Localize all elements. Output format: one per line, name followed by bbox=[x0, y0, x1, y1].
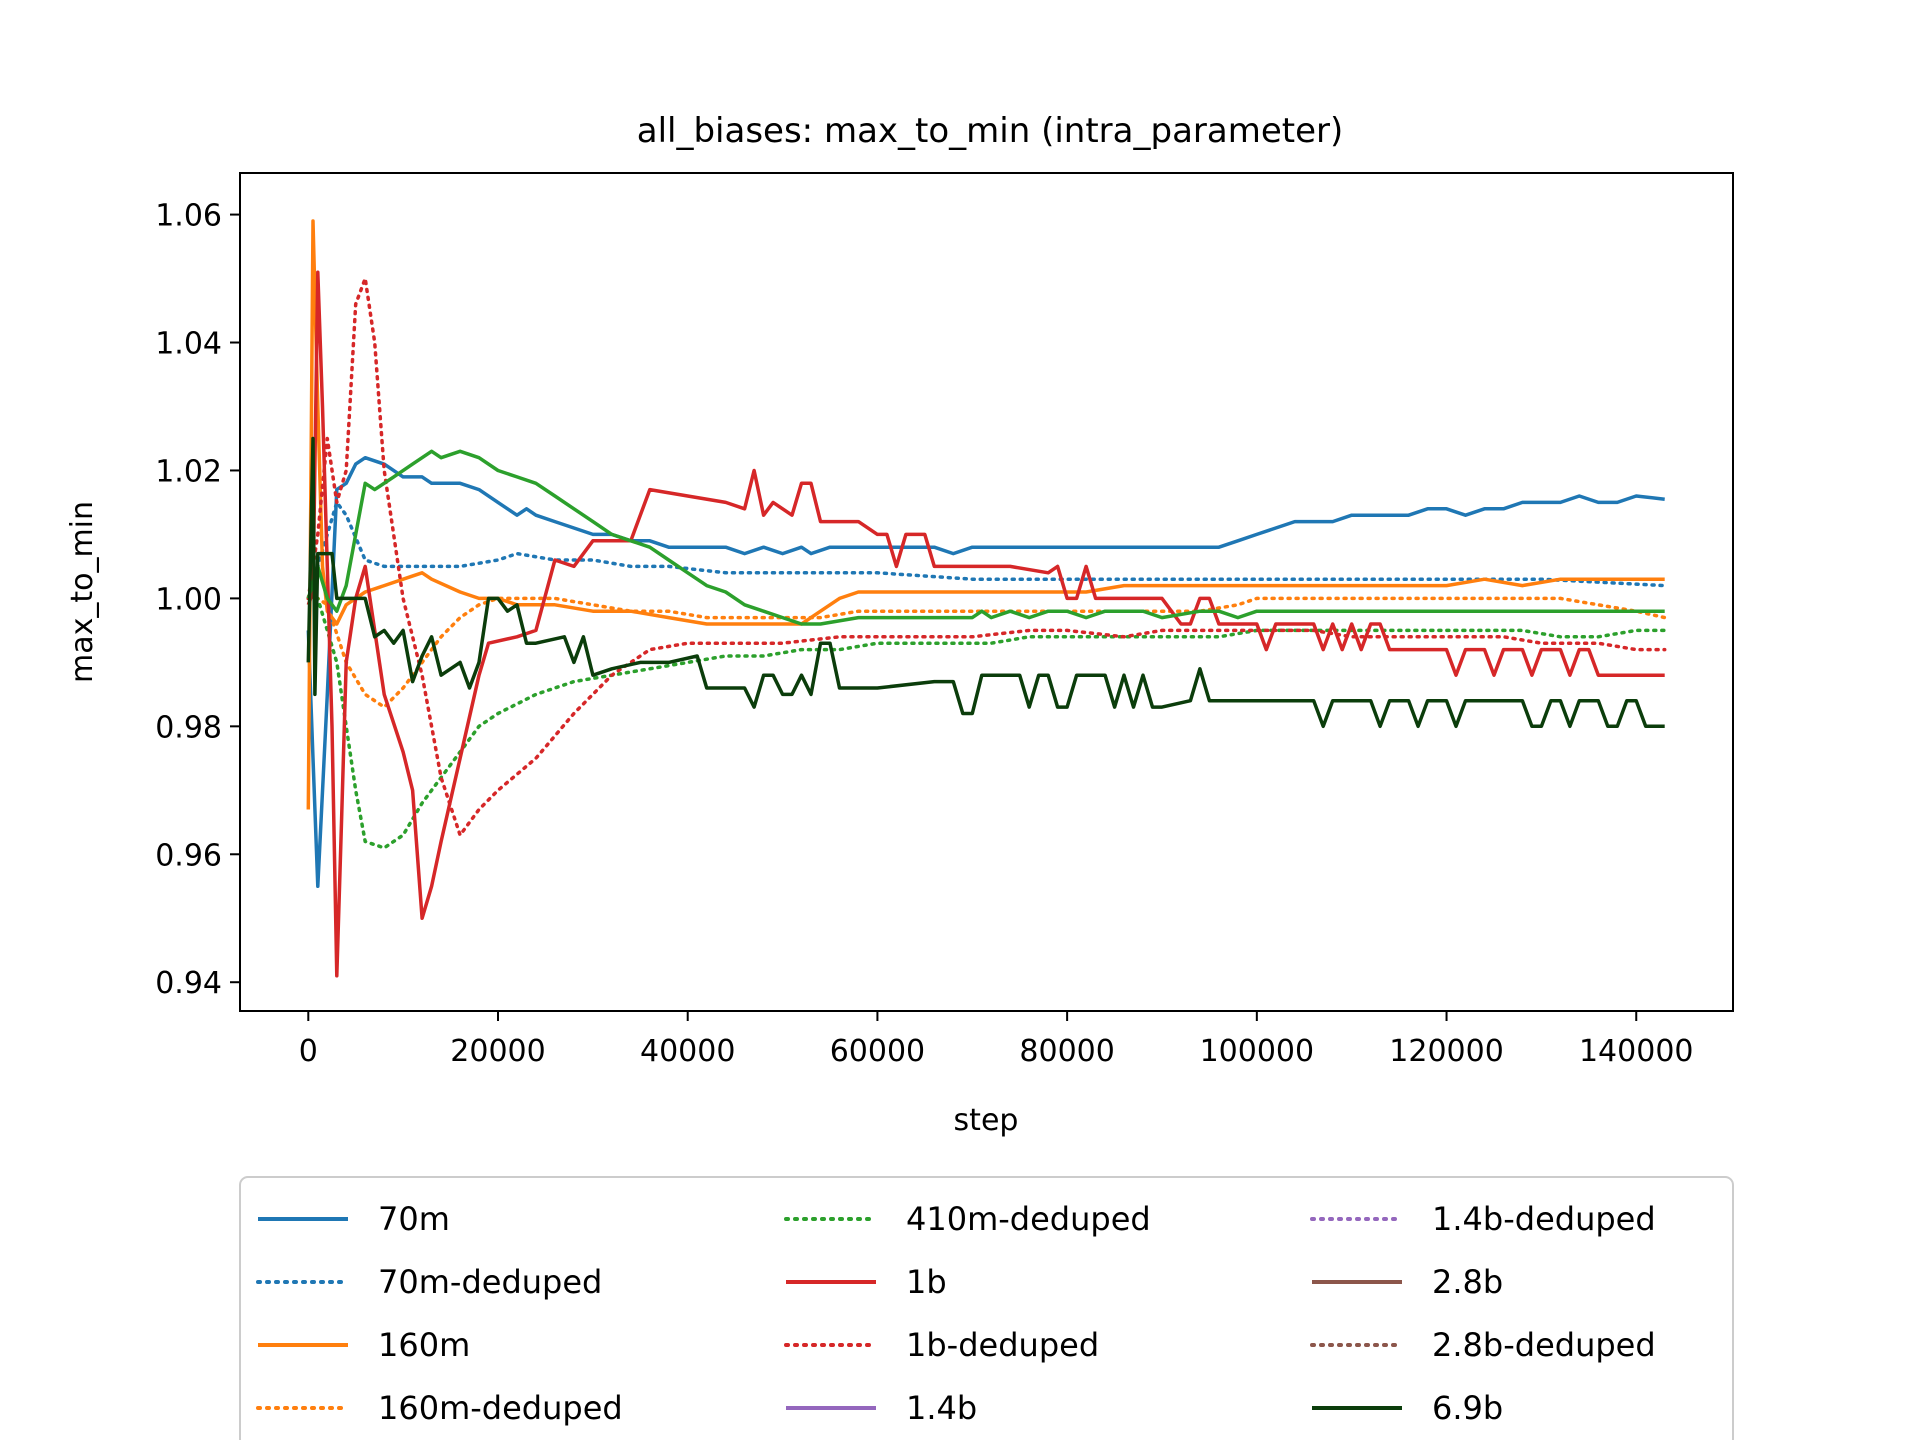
series-line-70m-deduped bbox=[306, 500, 1667, 601]
y-tick-label: 1.02 bbox=[155, 454, 222, 489]
y-axis-label: max_to_min bbox=[65, 501, 100, 683]
series-layer bbox=[306, 219, 1667, 978]
series-line-1b-deduped bbox=[306, 276, 1667, 837]
series-line-410m bbox=[306, 449, 1665, 626]
plot-frame bbox=[239, 172, 1734, 1012]
y-tick-label: 1.00 bbox=[155, 582, 222, 617]
legend-label: 1.4b bbox=[906, 1389, 977, 1427]
y-tick-label: 0.98 bbox=[155, 710, 222, 745]
x-tick-label: 120000 bbox=[1389, 1034, 1504, 1069]
chart-title: all_biases: max_to_min (intra_parameter) bbox=[637, 111, 1344, 151]
y-axis-ticks: 0.94 0.96 0.98 1.00 1.02 1.04 1.06 bbox=[155, 199, 240, 1001]
legend-label: 1b-deduped bbox=[906, 1326, 1099, 1364]
series-line-1b bbox=[306, 270, 1665, 978]
y-tick-label: 1.06 bbox=[155, 199, 222, 234]
legend: 70m 70m-deduped 160m 160m-deduped 410m-dedup… bbox=[239, 1176, 1734, 1440]
series-line-160m bbox=[306, 219, 1665, 810]
series-line-410m-deduped bbox=[306, 596, 1667, 850]
legend-label: 6.9b bbox=[1432, 1389, 1503, 1427]
series-line-160m-deduped bbox=[306, 596, 1667, 709]
x-tick-label: 60000 bbox=[830, 1034, 925, 1069]
legend-label: 1.4b-deduped bbox=[1432, 1200, 1656, 1238]
legend-label: 70m bbox=[378, 1200, 450, 1238]
legend-label: 410m-deduped bbox=[906, 1200, 1151, 1238]
legend-label: 2.8b bbox=[1432, 1263, 1503, 1301]
x-tick-label: 40000 bbox=[640, 1034, 735, 1069]
x-tick-label: 140000 bbox=[1579, 1034, 1694, 1069]
x-tick-label: 20000 bbox=[450, 1034, 545, 1069]
legend-label: 160m-deduped bbox=[378, 1389, 623, 1427]
series-line-6.9b bbox=[306, 436, 1665, 729]
legend-label: 1b bbox=[906, 1263, 947, 1301]
legend-label: 70m-deduped bbox=[378, 1263, 602, 1301]
y-tick-label: 0.96 bbox=[155, 838, 222, 873]
x-tick-label: 80000 bbox=[1019, 1034, 1114, 1069]
y-tick-label: 0.94 bbox=[155, 966, 222, 1001]
legend-label: 160m bbox=[378, 1326, 470, 1364]
x-tick-label: 100000 bbox=[1200, 1034, 1315, 1069]
series-line-70m bbox=[306, 455, 1665, 889]
x-tick-label: 0 bbox=[299, 1034, 318, 1069]
x-axis-ticks: 0 20000 40000 60000 80000 100000 120000 140000 bbox=[299, 1011, 1694, 1069]
x-axis-label: step bbox=[954, 1103, 1019, 1138]
y-tick-label: 1.04 bbox=[155, 327, 222, 362]
legend-frame bbox=[239, 1176, 1734, 1440]
legend-label: 2.8b-deduped bbox=[1432, 1326, 1656, 1364]
